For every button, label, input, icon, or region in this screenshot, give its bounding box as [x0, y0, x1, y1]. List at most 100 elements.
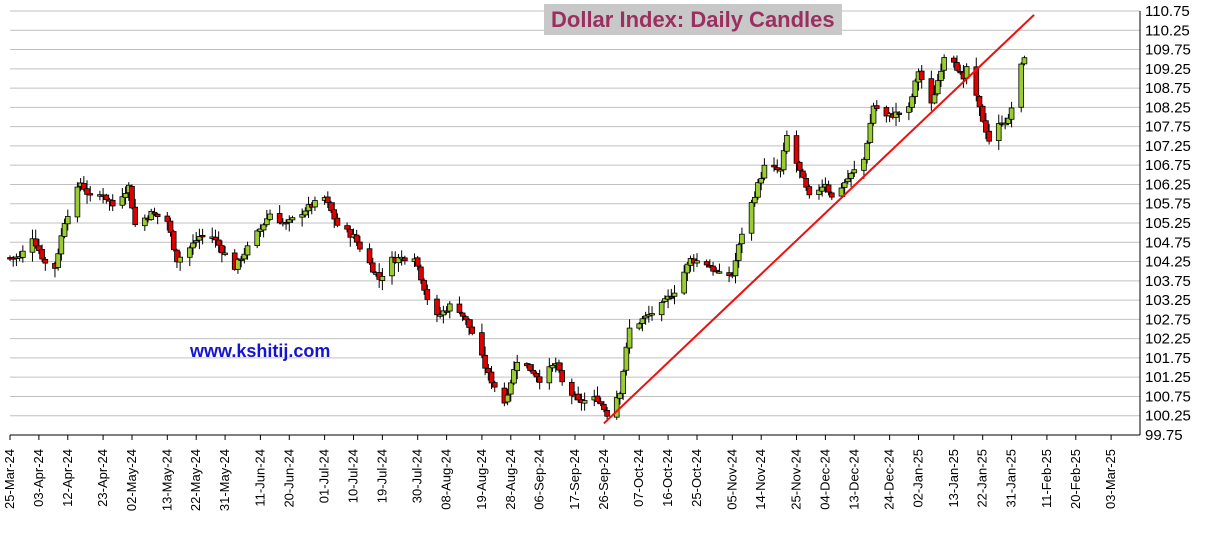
candle-body [39, 249, 45, 260]
candle-body [758, 178, 764, 184]
candle-body [36, 245, 42, 251]
candle-body [469, 326, 476, 334]
candle-body [414, 257, 421, 267]
candle-body [527, 364, 533, 371]
x-tick-label: 26-Sep-24 [596, 449, 611, 510]
y-tick-label: 110.25 [1145, 22, 1190, 39]
x-tick-label: 31-Jan-25 [1004, 449, 1019, 508]
candle-body [463, 316, 469, 321]
y-tick-label: 99.75 [1145, 427, 1183, 444]
candle-body [774, 167, 781, 171]
candle-body [456, 303, 463, 313]
x-tick-label: 31-May-24 [217, 449, 232, 511]
candle-body [325, 196, 331, 203]
candle-body [642, 315, 649, 319]
chart-title-box: Dollar Index: Daily Candles [544, 4, 842, 35]
candle-body [459, 312, 466, 317]
candle-body [241, 253, 248, 260]
x-tick-label: 16-Oct-24 [660, 449, 675, 507]
candle-body [42, 259, 49, 264]
y-tick-label: 101.75 [1145, 350, 1191, 367]
x-tick-label: 14-Nov-24 [753, 449, 768, 510]
candle-body [716, 271, 723, 274]
candle-body [488, 371, 495, 384]
x-tick-label: 10-Jul-24 [345, 449, 360, 503]
candle-body [1021, 57, 1028, 65]
x-tick-label: 01-Jul-24 [317, 449, 332, 503]
y-tick-label: 103.25 [1145, 292, 1191, 309]
candle-body [780, 150, 787, 171]
x-tick-label: 30-Jul-24 [410, 449, 425, 503]
candle-body [613, 397, 620, 418]
candle-body [845, 178, 851, 182]
candle-body [418, 266, 424, 281]
candle-body [328, 202, 334, 212]
candle-body [973, 66, 980, 96]
candle-body [254, 230, 260, 247]
candle-body [684, 263, 691, 274]
candle-body [122, 193, 129, 198]
candle-body [995, 123, 1002, 142]
y-tick-label: 107.25 [1145, 138, 1191, 155]
candle-body [867, 122, 874, 143]
candle-body [777, 169, 784, 172]
x-tick-label: 25-Mar-24 [2, 449, 17, 509]
candle-body [389, 256, 395, 277]
x-tick-label: 25-Nov-24 [789, 449, 804, 510]
candle-body [703, 261, 710, 266]
x-tick-label: 24-Dec-24 [882, 449, 897, 510]
candle-body [838, 187, 845, 197]
y-tick-label: 100.25 [1145, 408, 1191, 425]
candle-body [906, 106, 912, 113]
x-tick-label: 19-Jul-24 [374, 449, 389, 503]
candle-body [732, 260, 739, 277]
candle-body [912, 80, 919, 97]
candle-body [167, 220, 174, 233]
candle-body [861, 158, 867, 171]
candle-body [530, 369, 537, 374]
y-tick-label: 104.25 [1145, 254, 1191, 271]
x-tick-label: 20-Jun-24 [281, 449, 296, 508]
candle-body [357, 241, 363, 250]
candle-body [617, 393, 623, 399]
candle-body [219, 245, 225, 254]
candle-body [1005, 117, 1012, 124]
candle-body [276, 213, 283, 224]
candle-body [739, 233, 745, 245]
y-tick-label: 108.25 [1145, 99, 1191, 116]
candle-body [671, 292, 678, 297]
candle-body [299, 214, 305, 218]
x-tick-label: 04-Dec-24 [817, 449, 832, 510]
candle-body [58, 235, 65, 255]
candle-body [379, 275, 386, 281]
x-tick-label: 07-Oct-24 [631, 449, 646, 507]
candle-body [620, 370, 626, 395]
candle-body [103, 194, 110, 200]
candle-body [951, 57, 957, 63]
candle-body [713, 269, 720, 273]
candle-body [954, 62, 960, 71]
y-tick-label: 106.25 [1145, 176, 1191, 193]
candle-body [238, 258, 244, 261]
candle-body [751, 196, 758, 204]
candle-body [61, 223, 68, 237]
candle-body [575, 393, 582, 401]
candle-body [222, 252, 228, 255]
candle-body [896, 112, 903, 115]
candle-body [511, 369, 517, 384]
candle-body [264, 218, 270, 226]
x-tick-label: 03-Mar-25 [1103, 449, 1118, 509]
candle-body [800, 170, 806, 178]
candle-body [604, 409, 610, 417]
candle-body [803, 178, 809, 188]
candle-body [938, 70, 944, 81]
candle-body [312, 200, 318, 208]
candle-body [735, 244, 742, 261]
candle-body [662, 298, 668, 302]
chart-title: Dollar Index: Daily Candles [551, 6, 835, 32]
x-tick-label: 02-May-24 [124, 449, 139, 511]
candle-body [142, 217, 148, 227]
candle-body [132, 206, 138, 226]
candle-body [568, 381, 575, 396]
